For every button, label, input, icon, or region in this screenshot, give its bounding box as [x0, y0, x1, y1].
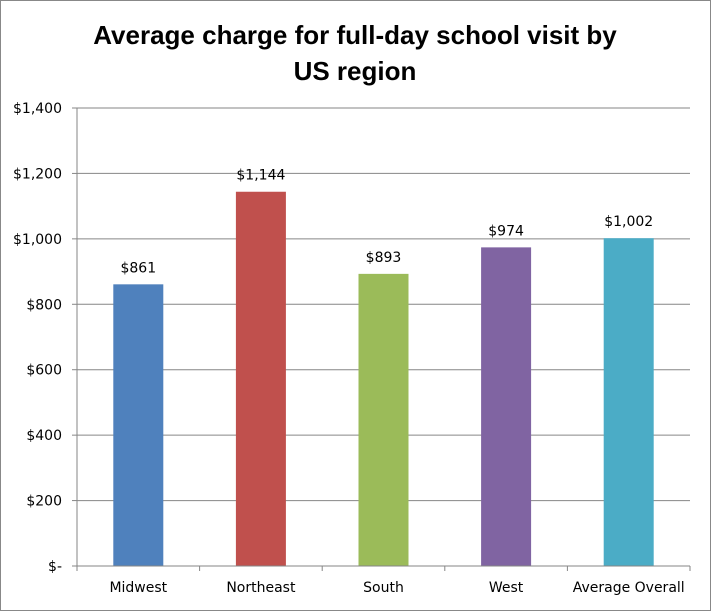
x-category-label: Northeast [226, 580, 296, 596]
x-axis-categories: Midwest Northeast South West Average Overall [109, 580, 684, 596]
bar-south [358, 273, 409, 566]
bar-northeast [235, 191, 286, 566]
x-category-label: West [489, 580, 524, 596]
x-category-label: Midwest [109, 580, 167, 596]
y-axis-ticks: $- $200 $400 $600 $800 $1,000 $1,200 $1,400 [13, 101, 77, 575]
x-category-label: Average Overall [573, 580, 685, 596]
y-tick-label: $600 [26, 363, 62, 379]
data-label: $1,002 [604, 214, 653, 230]
y-tick-label: $- [48, 559, 62, 575]
y-tick-label: $800 [26, 297, 62, 313]
data-label: $1,144 [236, 168, 285, 184]
y-tick-label: $1,000 [13, 232, 62, 248]
x-category-label: South [363, 580, 404, 596]
data-label: $893 [366, 250, 402, 266]
data-label: $974 [488, 223, 524, 239]
axes [76, 108, 691, 571]
y-tick-label: $1,400 [13, 101, 62, 117]
y-tick-label: $1,200 [13, 166, 62, 182]
y-tick-label: $200 [26, 494, 62, 510]
chart-title-line-2: US region [294, 56, 417, 86]
bar-midwest [113, 284, 164, 566]
bar-average-overall [603, 238, 654, 566]
bars [113, 191, 654, 566]
gridlines [77, 107, 690, 502]
chart-title-line-1: Average charge for full-day school visit… [93, 20, 617, 50]
bar-west [481, 247, 532, 566]
y-tick-label: $400 [26, 428, 62, 444]
data-labels: $861 $1,144 $893 $974 $1,002 [120, 168, 653, 277]
data-label: $861 [120, 260, 156, 276]
